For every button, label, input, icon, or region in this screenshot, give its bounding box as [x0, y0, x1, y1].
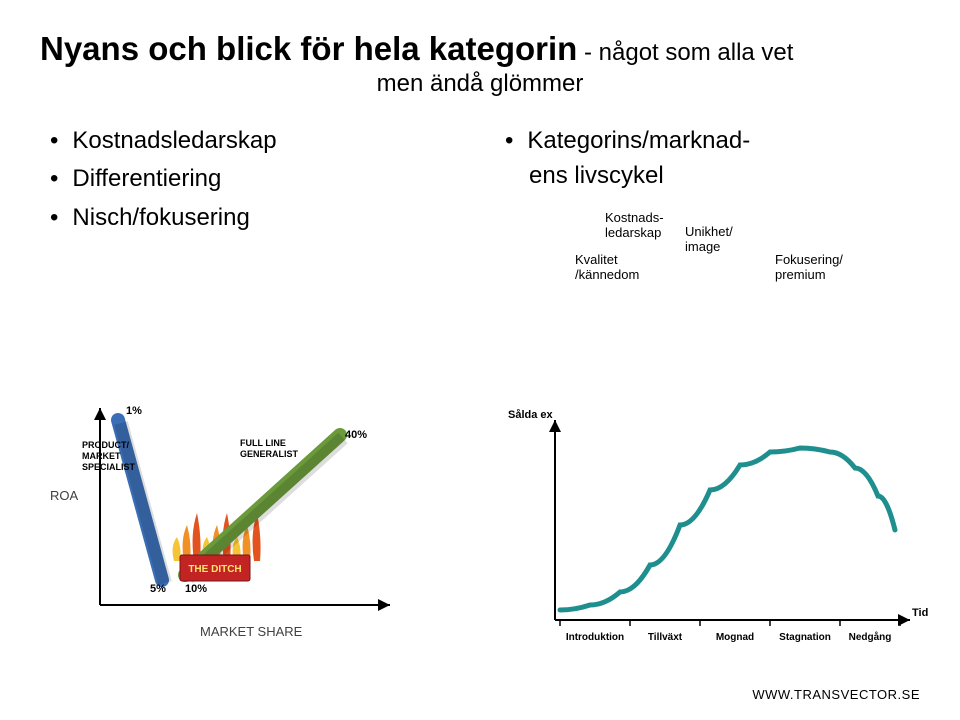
svg-text:5%: 5% — [150, 583, 166, 595]
svg-text:Sålda ex: Sålda ex — [508, 409, 554, 421]
bullet-item: Kostnadsledarskap — [50, 122, 465, 160]
svg-text:Stagnation: Stagnation — [779, 632, 831, 643]
columns: Kostnadsledarskap Differentiering Nisch/… — [40, 122, 920, 300]
right-col: Kategorins/marknad- ens livscykel Kostna… — [495, 122, 920, 300]
svg-text:40%: 40% — [345, 429, 367, 441]
annotation-group: Kostnads- ledarskap Unikhet/ image Kvali… — [495, 210, 920, 300]
footer-url: WWW.TRANSVECTOR.SE — [752, 687, 920, 702]
lifecycle-chart: Sålda ex Tid Introduktion Tillväxt Mognad Sta… — [500, 400, 930, 670]
bullet-item: Differentiering — [50, 160, 465, 198]
title-row: Nyans och blick för hela kategorin - någ… — [40, 30, 920, 68]
svg-text:Tillväxt: Tillväxt — [648, 632, 683, 643]
svg-text:1%: 1% — [126, 405, 142, 417]
title-sub2: men ändå glömmer — [40, 70, 920, 98]
bullet-item: Kategorins/marknad- — [505, 122, 920, 160]
title-sub: - något som alla vet — [577, 39, 793, 66]
annot-fokusering: Fokusering/ premium — [775, 252, 843, 283]
svg-text:SPECIALIST: SPECIALIST — [82, 462, 136, 472]
svg-text:FULL LINE: FULL LINE — [240, 438, 286, 448]
annot-unikhet: Unikhet/ image — [685, 224, 733, 255]
svg-text:10%: 10% — [185, 583, 207, 595]
bullet-sub: ens livscykel — [495, 160, 920, 191]
annot-kostnads: Kostnads- ledarskap — [605, 210, 664, 241]
svg-text:THE DITCH: THE DITCH — [188, 564, 241, 575]
left-col: Kostnadsledarskap Differentiering Nisch/… — [40, 122, 465, 300]
roa-chart: ROA MARKET SHARE THE DITCH 1% 5% 10% 40% PRODUC… — [30, 390, 460, 650]
svg-text:Tid: Tid — [912, 607, 928, 619]
title-block: Nyans och blick för hela kategorin - någ… — [40, 30, 920, 98]
annot-kvalitet: Kvalitet /kännedom — [575, 252, 639, 283]
svg-text:GENERALIST: GENERALIST — [240, 449, 299, 459]
svg-text:MARKET: MARKET — [82, 451, 121, 461]
bullet-item: Nisch/fokusering — [50, 199, 465, 237]
svg-text:ROA: ROA — [50, 488, 79, 503]
title-main: Nyans och blick för hela kategorin — [40, 30, 577, 67]
slide: Nyans och blick för hela kategorin - någ… — [0, 0, 960, 720]
svg-text:MARKET SHARE: MARKET SHARE — [200, 624, 303, 639]
svg-text:Mognad: Mognad — [716, 632, 754, 643]
svg-text:Introduktion: Introduktion — [566, 632, 624, 643]
svg-text:Nedgång: Nedgång — [849, 631, 892, 643]
svg-text:PRODUCT/: PRODUCT/ — [82, 440, 129, 450]
